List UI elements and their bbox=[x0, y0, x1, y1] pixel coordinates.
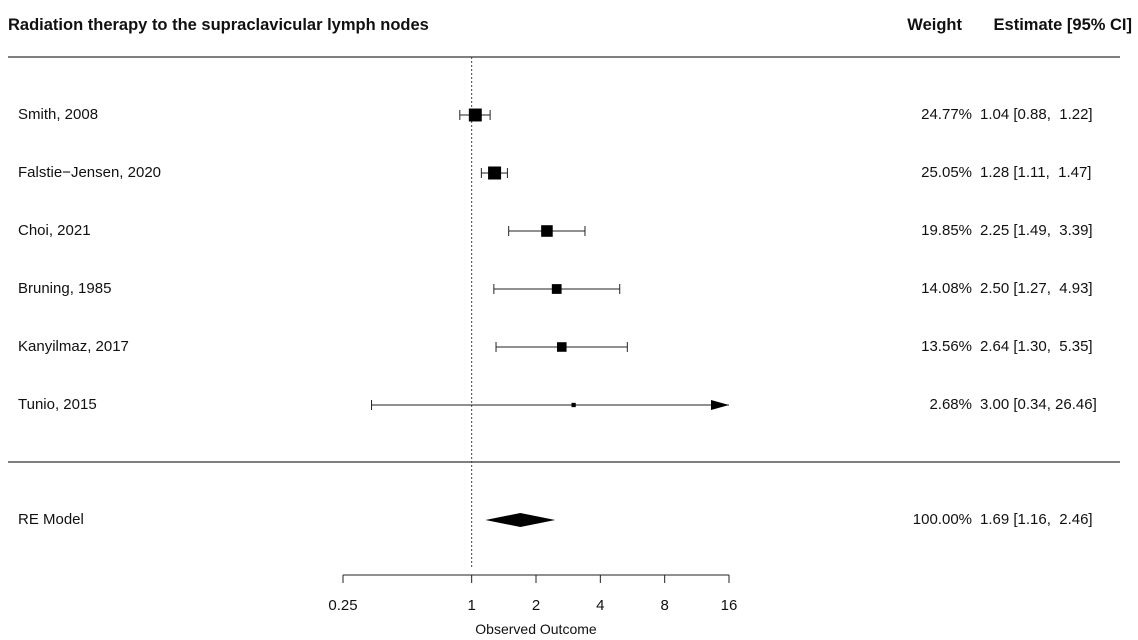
weight-value: 2.68% bbox=[929, 396, 972, 413]
study-label: Falstie−Jensen, 2020 bbox=[18, 164, 161, 181]
weight-value: 13.56% bbox=[921, 338, 972, 355]
x-axis-label: Observed Outcome bbox=[475, 621, 597, 637]
study-label: Kanyilmaz, 2017 bbox=[18, 338, 129, 355]
weight-value: 25.05% bbox=[921, 164, 972, 181]
estimate-value: 1.28 [1.11, 1.47] bbox=[980, 164, 1091, 181]
ci-arrow bbox=[711, 400, 729, 410]
estimate-marker bbox=[541, 225, 553, 237]
estimate-value: 1.04 [0.88, 1.22] bbox=[980, 106, 1093, 123]
estimate-marker bbox=[468, 108, 482, 122]
study-row: Falstie−Jensen, 2020 25.05% 1.28 [1.11, 1.… bbox=[18, 164, 1091, 181]
study-row: Bruning, 1985 14.08% 2.50 [1.27, 4.93] bbox=[18, 280, 1093, 297]
summary-weight: 100.00% bbox=[913, 511, 972, 528]
x-tick-label: 4 bbox=[596, 597, 604, 614]
weight-value: 24.77% bbox=[921, 106, 972, 123]
estimate-value: 3.00 [0.34, 26.46] bbox=[980, 396, 1097, 413]
weight-value: 14.08% bbox=[921, 280, 972, 297]
weight-value: 19.85% bbox=[921, 222, 972, 239]
estimate-marker bbox=[551, 284, 562, 294]
estimate-marker bbox=[488, 166, 502, 180]
x-tick-label: 8 bbox=[660, 597, 668, 614]
summary-label: RE Model bbox=[18, 511, 84, 528]
estimate-header: Estimate [95% CI] bbox=[994, 16, 1132, 34]
study-label: Smith, 2008 bbox=[18, 106, 98, 123]
weight-header: Weight bbox=[907, 16, 962, 34]
study-label: Tunio, 2015 bbox=[18, 396, 97, 413]
estimate-marker bbox=[556, 342, 567, 352]
study-row: Tunio, 2015 2.68% 3.00 [0.34, 26.46] bbox=[18, 396, 1097, 413]
study-row: Kanyilmaz, 2017 13.56% 2.64 [1.30, 5.35] bbox=[18, 338, 1093, 355]
study-row: Smith, 2008 24.77% 1.04 [0.88, 1.22] bbox=[18, 106, 1093, 123]
estimate-value: 2.50 [1.27, 4.93] bbox=[980, 280, 1093, 297]
x-tick-label: 0.25 bbox=[328, 597, 357, 614]
chart-title: Radiation therapy to the supraclavicular… bbox=[8, 16, 429, 34]
x-tick-label: 16 bbox=[721, 597, 738, 614]
estimate-value: 2.25 [1.49, 3.39] bbox=[980, 222, 1093, 239]
summary-estimate: 1.69 [1.16, 2.46] bbox=[980, 511, 1093, 528]
estimate-marker bbox=[571, 402, 576, 408]
estimate-value: 2.64 [1.30, 5.35] bbox=[980, 338, 1093, 355]
study-rows: Smith, 2008 24.77% 1.04 [0.88, 1.22] Falsti… bbox=[18, 106, 1097, 413]
x-tick-label: 1 bbox=[467, 597, 475, 614]
summary-row: RE Model 100.00% 1.69 [1.16, 2.46] bbox=[18, 511, 1093, 528]
x-axis: 0.25 1 2 4 8 16 bbox=[328, 574, 738, 614]
summary-diamond bbox=[485, 513, 556, 527]
x-tick-label: 2 bbox=[532, 597, 540, 614]
study-label: Choi, 2021 bbox=[18, 222, 91, 239]
study-label: Bruning, 1985 bbox=[18, 280, 111, 297]
study-row: Choi, 2021 19.85% 2.25 [1.49, 3.39] bbox=[18, 222, 1093, 239]
